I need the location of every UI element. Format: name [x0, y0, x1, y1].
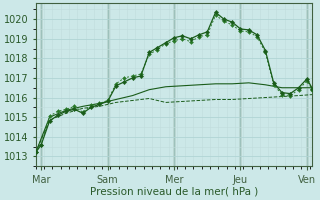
X-axis label: Pression niveau de la mer( hPa ): Pression niveau de la mer( hPa ) [90, 187, 258, 197]
